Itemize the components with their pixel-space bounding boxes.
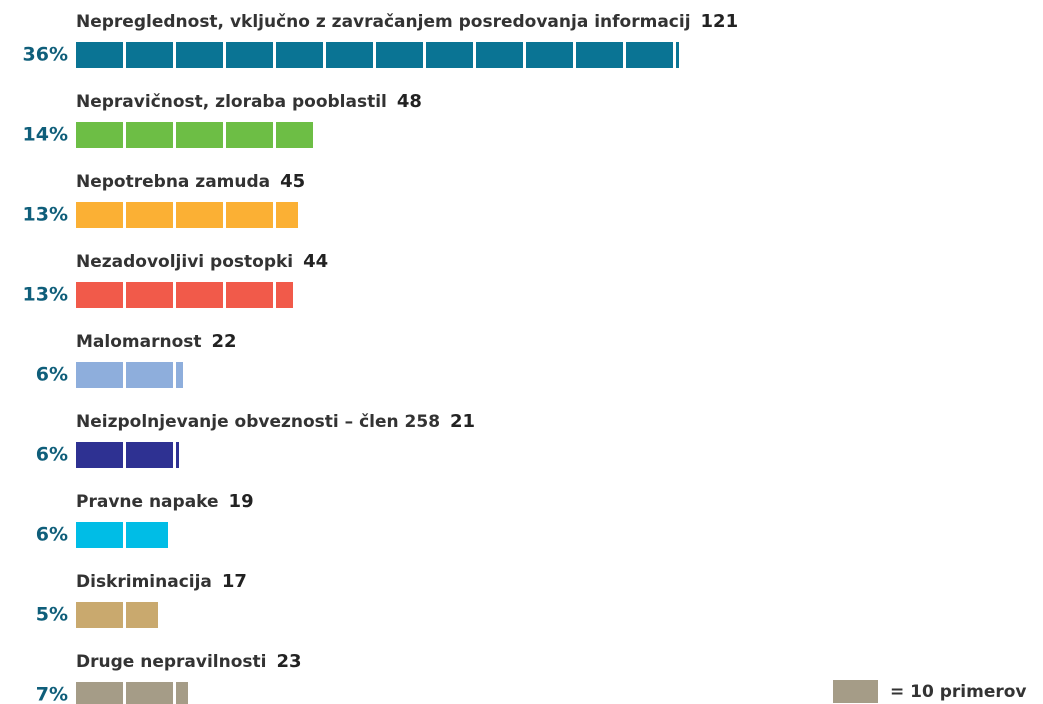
unit-block — [176, 202, 223, 228]
unit-block — [76, 42, 123, 68]
unit-block — [126, 522, 168, 548]
unit-block — [76, 122, 123, 148]
unit-block — [226, 122, 273, 148]
unit-block — [76, 602, 123, 628]
category-label: Neizpolnjevanje obveznosti – člen 258 21 — [76, 411, 475, 432]
unit-block — [176, 362, 183, 388]
unit-block — [76, 682, 123, 704]
category-label: Nezadovoljivi postopki 44 — [76, 251, 328, 272]
bar — [76, 442, 179, 468]
count-label: 21 — [450, 411, 475, 432]
category-name: Nepreglednost, vključno z zavračanjem po… — [76, 12, 691, 32]
legend-swatch — [833, 680, 878, 703]
unit-block — [476, 42, 523, 68]
category-label: Diskriminacija 17 — [76, 571, 247, 592]
category-name: Nepotrebna zamuda — [76, 172, 270, 192]
bar — [76, 522, 168, 548]
unit-block — [176, 122, 223, 148]
unit-block — [276, 42, 323, 68]
unit-block — [526, 42, 573, 68]
percentage-label: 14% — [23, 124, 68, 146]
unit-block — [76, 282, 123, 308]
unit-block — [126, 362, 173, 388]
unit-block — [626, 42, 673, 68]
category-name: Neizpolnjevanje obveznosti – člen 258 — [76, 412, 440, 432]
percentage-label: 7% — [36, 684, 68, 704]
percentage-label: 13% — [23, 204, 68, 226]
unit-block — [376, 42, 423, 68]
unit-block — [276, 282, 293, 308]
count-label: 17 — [222, 571, 247, 592]
percentage-label: 6% — [36, 524, 68, 546]
bar — [76, 202, 298, 228]
unit-block — [126, 42, 173, 68]
bar — [76, 122, 313, 148]
unit-block — [76, 442, 123, 468]
category-label: Nepotrebna zamuda 45 — [76, 171, 305, 192]
bar — [76, 362, 183, 388]
category-name: Druge nepravilnosti — [76, 652, 266, 672]
unit-block — [126, 282, 173, 308]
unit-block — [276, 202, 298, 228]
unit-block — [676, 42, 679, 68]
bar — [76, 602, 158, 628]
unit-block — [126, 682, 173, 704]
percentage-label: 36% — [23, 44, 68, 66]
category-label: Druge nepravilnosti 23 — [76, 651, 302, 672]
count-label: 19 — [229, 491, 254, 512]
percentage-label: 6% — [36, 444, 68, 466]
unit-block — [76, 362, 123, 388]
category-name: Malomarnost — [76, 332, 202, 352]
unit-block — [176, 682, 188, 704]
unit-block — [126, 122, 173, 148]
category-name: Diskriminacija — [76, 572, 212, 592]
bar — [76, 42, 679, 68]
unit-block — [576, 42, 623, 68]
unit-block — [326, 42, 373, 68]
category-label: Pravne napake 19 — [76, 491, 254, 512]
count-label: 22 — [212, 331, 237, 352]
category-label: Malomarnost 22 — [76, 331, 237, 352]
percentage-label: 6% — [36, 364, 68, 386]
unit-block — [76, 202, 123, 228]
count-label: 23 — [276, 651, 301, 672]
percentage-label: 5% — [36, 604, 68, 626]
bar — [76, 282, 293, 308]
count-label: 45 — [280, 171, 305, 192]
unit-block — [226, 42, 273, 68]
category-label: Nepreglednost, vključno z zavračanjem po… — [76, 11, 738, 32]
unit-block — [126, 202, 173, 228]
category-name: Pravne napake — [76, 492, 219, 512]
unit-block — [226, 202, 273, 228]
category-name: Nepravičnost, zloraba pooblastil — [76, 92, 387, 112]
unit-block — [426, 42, 473, 68]
unit-block — [126, 602, 158, 628]
unit-block — [226, 282, 273, 308]
unit-block — [76, 522, 123, 548]
unit-block — [276, 122, 313, 148]
count-label: 44 — [303, 251, 328, 272]
category-name: Nezadovoljivi postopki — [76, 252, 293, 272]
percentage-label: 13% — [23, 284, 68, 306]
unit-block — [126, 442, 173, 468]
legend-label: = 10 primerov — [890, 682, 1027, 702]
category-label: Nepravičnost, zloraba pooblastil 48 — [76, 91, 422, 112]
unit-block — [176, 282, 223, 308]
unit-block — [176, 442, 179, 468]
bar — [76, 682, 188, 704]
count-label: 121 — [701, 11, 739, 32]
count-label: 48 — [397, 91, 422, 112]
unit-block — [176, 42, 223, 68]
